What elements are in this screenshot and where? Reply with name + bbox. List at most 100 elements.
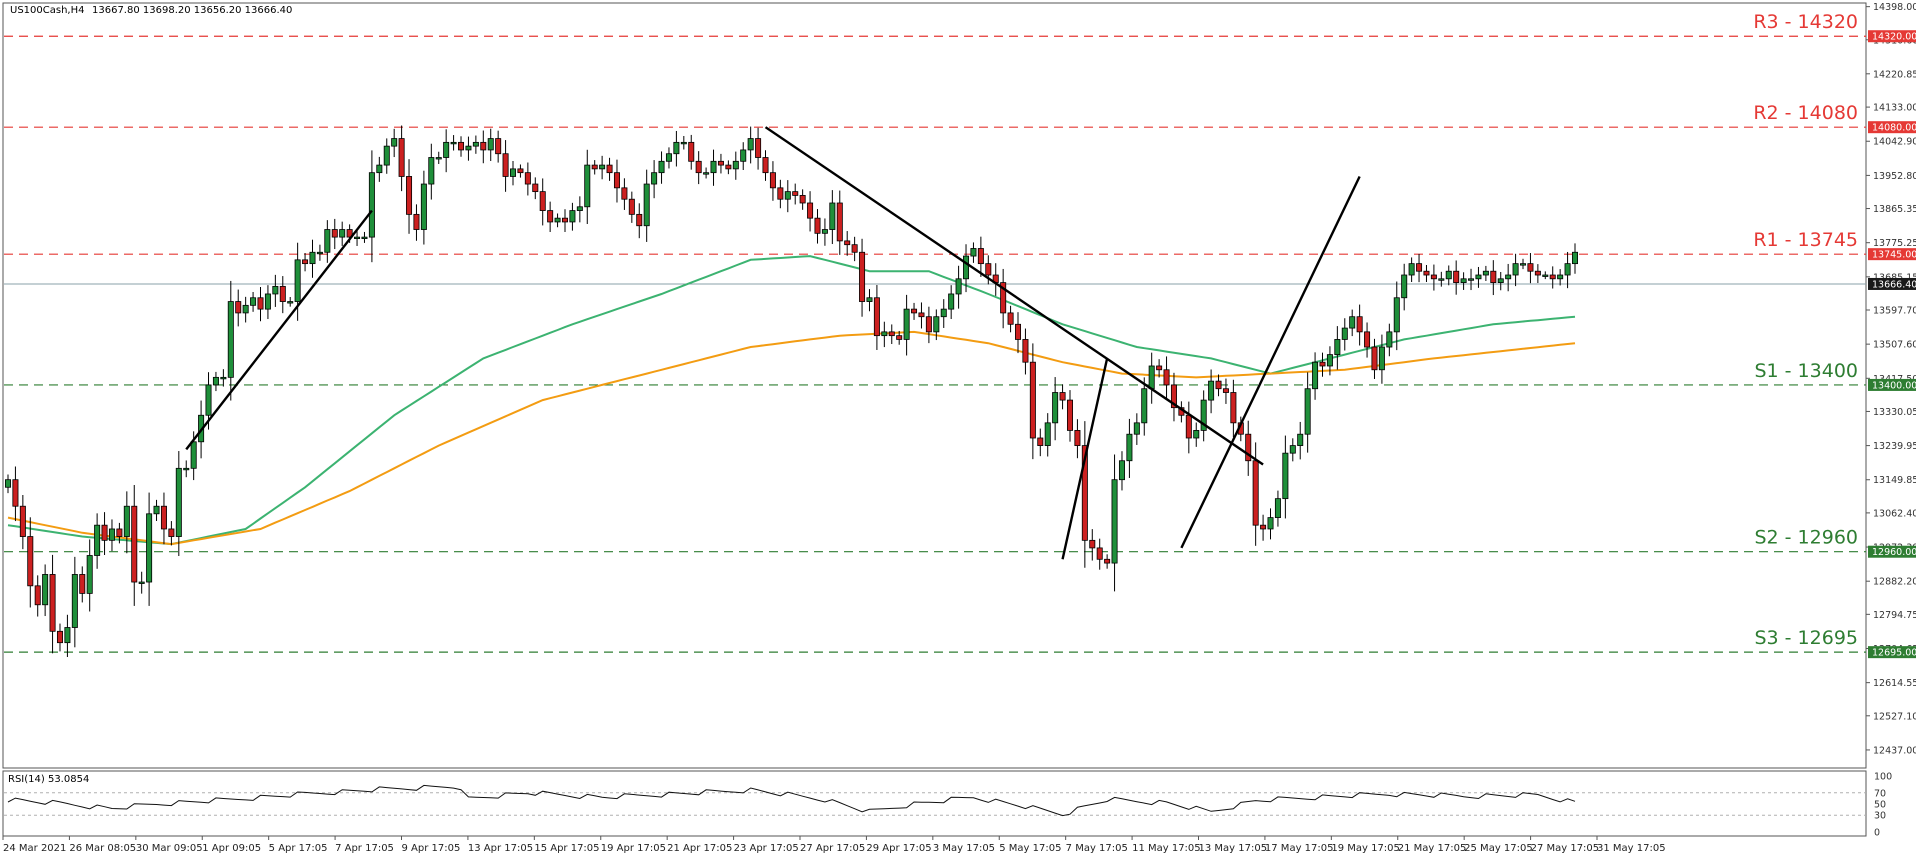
candle-body [1386, 331, 1393, 348]
candle-body [316, 251, 323, 255]
candle-body [435, 157, 442, 160]
candle [1430, 264, 1437, 291]
candle [799, 189, 806, 210]
symbol-title: US100Cash,H4 [10, 5, 84, 16]
candle [1557, 269, 1564, 286]
candle-body [561, 217, 568, 223]
candle-body [1185, 414, 1192, 439]
current-price-tag [1868, 277, 1916, 290]
candle [1564, 251, 1571, 289]
candle [769, 161, 776, 201]
candle [903, 294, 910, 356]
candle [1490, 260, 1497, 296]
candle-body [324, 229, 331, 253]
candle [1193, 422, 1200, 447]
candle-body [985, 263, 992, 276]
time-tick-label: 13 Apr 17:05 [468, 843, 533, 854]
candle-body [235, 301, 242, 314]
candle-body [584, 164, 591, 208]
candle-body [227, 301, 234, 378]
current-price-text: 13666.40 [1872, 279, 1916, 290]
candle-body [1334, 339, 1341, 356]
price-tick-label: 14398.00 [1873, 2, 1916, 13]
candle-body [613, 172, 620, 189]
candle-body [250, 297, 257, 306]
candle [1319, 352, 1326, 377]
candle-body [1126, 433, 1133, 462]
candle-body [480, 141, 487, 151]
candle [1274, 490, 1281, 527]
candle-body [1430, 274, 1437, 280]
candle-body [873, 297, 880, 337]
time-tick-label: 15 Apr 17:05 [534, 843, 599, 854]
candle-body [428, 157, 435, 185]
candle [1505, 263, 1512, 292]
level-tag-text: 13400.00 [1872, 380, 1916, 391]
candle [146, 492, 153, 606]
candle-body [755, 138, 762, 158]
candle [138, 571, 145, 594]
candle-body [1104, 558, 1111, 564]
candle-body [948, 293, 955, 310]
candle [502, 140, 509, 192]
price-tick-label: 14133.00 [1873, 103, 1916, 114]
candle-body [510, 168, 517, 177]
candle [1549, 266, 1556, 289]
candle-body [1371, 346, 1378, 371]
candle-body [1059, 392, 1066, 401]
candle-body [1193, 430, 1200, 439]
candle [688, 134, 695, 170]
level-tag-box [1868, 378, 1916, 391]
candle-body [1096, 547, 1103, 560]
candle-body [346, 229, 353, 238]
candle-body [933, 316, 940, 333]
candle-body [881, 331, 888, 337]
candle-body [918, 312, 925, 318]
candle [873, 285, 880, 350]
candle [339, 221, 346, 246]
candle [1163, 356, 1170, 400]
candle [212, 371, 219, 392]
candle [1133, 413, 1140, 445]
candle-body [264, 293, 271, 310]
candle [1475, 266, 1482, 288]
candle [331, 218, 338, 250]
candle [1170, 372, 1177, 422]
candle [1542, 271, 1549, 280]
candle [740, 142, 747, 170]
time-tick-label: 27 Apr 17:05 [800, 843, 865, 854]
candle-body [354, 236, 361, 240]
candle [1356, 304, 1363, 346]
level-label-13745: R1 - 13745 [1753, 229, 1858, 251]
candle [940, 299, 947, 328]
candle [1304, 372, 1311, 453]
time-tick-label: 11 May 17:05 [1132, 843, 1201, 854]
candle [1520, 258, 1527, 270]
candle [1222, 378, 1229, 404]
level-label-14320: R3 - 14320 [1753, 11, 1858, 33]
candle [859, 238, 866, 317]
candle-body [606, 164, 613, 174]
candle [896, 330, 903, 345]
candle [1297, 421, 1304, 460]
rsi-tick-label: 30 [1874, 811, 1886, 822]
level-label-12695: S3 - 12695 [1754, 627, 1858, 649]
price-tick-label: 14220.85 [1873, 69, 1916, 80]
candle [443, 129, 450, 173]
candle [354, 229, 361, 246]
candle-body [1074, 430, 1081, 446]
candle [250, 291, 257, 312]
candle-body [272, 285, 279, 295]
candle [12, 466, 19, 522]
candle-body [591, 164, 598, 170]
candle-body [517, 168, 524, 174]
candle [836, 190, 843, 255]
candle-body [1089, 539, 1096, 549]
candle-body [1497, 278, 1504, 283]
candle-body [1468, 278, 1475, 281]
candle-body [153, 505, 160, 515]
candle-body [123, 505, 130, 537]
candle [1081, 421, 1088, 568]
